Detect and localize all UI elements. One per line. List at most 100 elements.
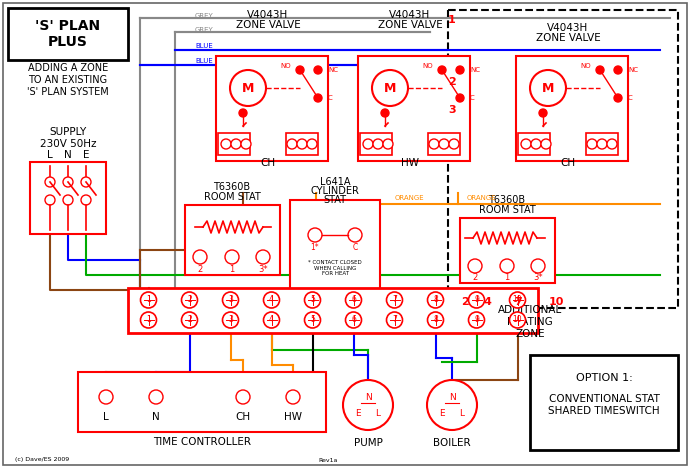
- Text: C: C: [353, 243, 357, 253]
- Bar: [516, 56, 628, 161]
- Circle shape: [45, 177, 55, 187]
- Circle shape: [468, 259, 482, 273]
- Circle shape: [264, 292, 279, 308]
- Bar: [218, 133, 250, 155]
- Text: M: M: [241, 81, 254, 95]
- Circle shape: [304, 292, 320, 308]
- Circle shape: [221, 139, 231, 149]
- Bar: [290, 200, 380, 295]
- Circle shape: [348, 228, 362, 242]
- Text: NC: NC: [328, 67, 338, 73]
- Text: 8: 8: [433, 315, 438, 324]
- Text: N: N: [448, 393, 455, 402]
- Circle shape: [438, 66, 446, 74]
- Bar: [448, 10, 678, 308]
- Text: SUPPLY
230V 50Hz: SUPPLY 230V 50Hz: [40, 127, 96, 149]
- Circle shape: [236, 390, 250, 404]
- Circle shape: [286, 390, 300, 404]
- Circle shape: [307, 139, 317, 149]
- Text: BLUE: BLUE: [195, 58, 213, 64]
- Text: ADDITIONAL
HEATING
ZONE: ADDITIONAL HEATING ZONE: [498, 306, 562, 339]
- Circle shape: [63, 177, 73, 187]
- Circle shape: [531, 139, 541, 149]
- Text: 3*: 3*: [533, 273, 543, 283]
- Text: GREY: GREY: [195, 27, 214, 33]
- Text: HW: HW: [284, 412, 302, 422]
- Circle shape: [500, 259, 514, 273]
- Bar: [518, 133, 550, 155]
- Text: (c) Dave/ES 2009: (c) Dave/ES 2009: [15, 458, 69, 462]
- Text: 2: 2: [187, 295, 192, 305]
- Text: 9: 9: [474, 295, 479, 305]
- Circle shape: [469, 312, 484, 328]
- Text: 3: 3: [448, 105, 456, 115]
- Circle shape: [81, 195, 91, 205]
- Circle shape: [363, 139, 373, 149]
- Circle shape: [509, 292, 526, 308]
- Circle shape: [264, 312, 279, 328]
- Text: 10: 10: [549, 297, 564, 307]
- Text: 2: 2: [187, 315, 192, 324]
- Circle shape: [81, 177, 91, 187]
- Bar: [216, 56, 328, 161]
- Text: L: L: [375, 409, 380, 417]
- Text: ROOM STAT: ROOM STAT: [479, 205, 535, 215]
- Text: 6: 6: [351, 295, 356, 305]
- Text: 1*: 1*: [310, 243, 319, 253]
- Text: 2: 2: [197, 265, 203, 275]
- Circle shape: [614, 66, 622, 74]
- Circle shape: [181, 292, 197, 308]
- Text: C: C: [628, 95, 633, 101]
- Circle shape: [149, 390, 163, 404]
- Circle shape: [45, 195, 55, 205]
- Circle shape: [539, 109, 547, 117]
- Text: N: N: [152, 412, 160, 422]
- Circle shape: [521, 139, 531, 149]
- Text: ADDING A ZONE
TO AN EXISTING
'S' PLAN SYSTEM: ADDING A ZONE TO AN EXISTING 'S' PLAN SY…: [27, 63, 109, 96]
- Circle shape: [439, 139, 449, 149]
- Text: CYLINDER: CYLINDER: [310, 186, 359, 196]
- Text: ZONE VALVE: ZONE VALVE: [235, 20, 300, 30]
- Circle shape: [373, 139, 383, 149]
- Text: ROOM STAT: ROOM STAT: [204, 192, 260, 202]
- Circle shape: [386, 312, 402, 328]
- Text: NC: NC: [470, 67, 480, 73]
- Text: 1: 1: [146, 295, 151, 305]
- Circle shape: [181, 312, 197, 328]
- Circle shape: [225, 250, 239, 264]
- Circle shape: [596, 66, 604, 74]
- Circle shape: [308, 228, 322, 242]
- Circle shape: [346, 312, 362, 328]
- Circle shape: [99, 390, 113, 404]
- Text: CH: CH: [235, 412, 250, 422]
- Text: V4043H: V4043H: [248, 10, 288, 20]
- Text: 2: 2: [473, 273, 477, 283]
- Circle shape: [428, 312, 444, 328]
- Circle shape: [222, 292, 239, 308]
- Text: CH: CH: [260, 158, 275, 168]
- Text: BLUE: BLUE: [195, 43, 213, 49]
- Text: C: C: [328, 95, 333, 101]
- Text: 2: 2: [448, 77, 456, 87]
- Circle shape: [314, 94, 322, 102]
- Text: NO: NO: [581, 63, 591, 69]
- Text: CONVENTIONAL STAT
SHARED TIMESWITCH: CONVENTIONAL STAT SHARED TIMESWITCH: [548, 394, 660, 416]
- Circle shape: [587, 139, 597, 149]
- Circle shape: [381, 109, 389, 117]
- Text: ORANGE: ORANGE: [467, 195, 497, 201]
- Text: T6360B: T6360B: [213, 182, 250, 192]
- Text: L: L: [460, 409, 464, 417]
- Circle shape: [456, 66, 464, 74]
- Text: 10: 10: [513, 315, 522, 324]
- Text: 7: 7: [514, 297, 522, 307]
- Text: E: E: [355, 409, 361, 417]
- Text: 1: 1: [229, 265, 235, 275]
- Circle shape: [614, 94, 622, 102]
- Text: V4043H: V4043H: [547, 23, 589, 33]
- Text: 6: 6: [351, 315, 356, 324]
- Text: L: L: [47, 150, 53, 160]
- Text: E: E: [440, 409, 445, 417]
- Text: T6360B: T6360B: [489, 195, 526, 205]
- Text: 4: 4: [269, 315, 274, 324]
- Circle shape: [531, 259, 545, 273]
